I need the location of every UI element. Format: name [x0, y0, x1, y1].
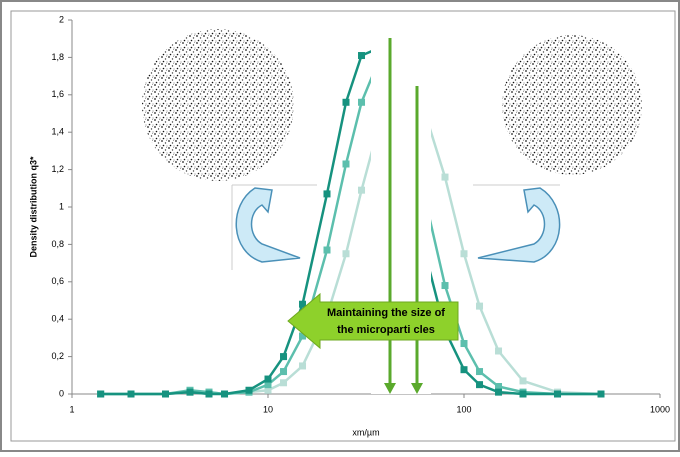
marker [162, 391, 169, 398]
marker [265, 376, 272, 383]
marker [461, 366, 468, 373]
y-tick-label: 1,2 [51, 164, 64, 174]
marker [324, 190, 331, 197]
x-axis-label: xm/µm [352, 427, 379, 437]
particle-image [142, 29, 294, 181]
marker [495, 347, 502, 354]
marker [597, 391, 604, 398]
annotation-arrow [288, 294, 458, 348]
marker [299, 362, 306, 369]
marker [280, 368, 287, 375]
marker [442, 282, 449, 289]
marker [187, 389, 194, 396]
marker [358, 187, 365, 194]
y-tick-label: 0,4 [51, 314, 64, 324]
marker [442, 174, 449, 181]
marker [324, 247, 331, 254]
marker [342, 250, 349, 257]
marker [476, 303, 483, 310]
marker [342, 160, 349, 167]
x-tick-label: 1 [69, 404, 74, 414]
y-tick-label: 1,4 [51, 127, 64, 137]
marker [128, 391, 135, 398]
marker [461, 340, 468, 347]
y-tick-label: 1 [59, 201, 64, 211]
y-tick-label: 1,6 [51, 89, 64, 99]
marker [221, 391, 228, 398]
annotation: the microparti cles [337, 324, 435, 336]
y-tick-label: 2 [59, 14, 64, 24]
marker [97, 391, 104, 398]
marker [280, 353, 287, 360]
chart: 0 0,2 0,4 0,6 0,8 1 1,2 1,4 1,6 1,8 2 1 10 100 1000 xm/… [0, 0, 680, 452]
x-tick-label: 100 [456, 404, 471, 414]
marker [461, 250, 468, 257]
y-tick-label: 0 [59, 388, 64, 398]
marker [520, 377, 527, 384]
x-tick-label: 10 [263, 404, 273, 414]
annotation: Maintaining the size of [327, 307, 445, 319]
particle-image [502, 35, 642, 175]
marker [476, 381, 483, 388]
marker [495, 389, 502, 396]
marker [358, 99, 365, 106]
marker [205, 391, 212, 398]
marker [520, 391, 527, 398]
y-tick-label: 1,8 [51, 52, 64, 62]
marker [358, 52, 365, 59]
y-axis-label: Density distribution q3* [28, 156, 38, 258]
marker [280, 379, 287, 386]
y-tick-label: 0,8 [51, 239, 64, 249]
marker [342, 99, 349, 106]
marker [554, 391, 561, 398]
x-tick-label: 1000 [650, 404, 670, 414]
y-tick-label: 0,2 [51, 351, 64, 361]
marker [246, 387, 253, 394]
y-tick-label: 0,6 [51, 276, 64, 286]
marker [476, 368, 483, 375]
